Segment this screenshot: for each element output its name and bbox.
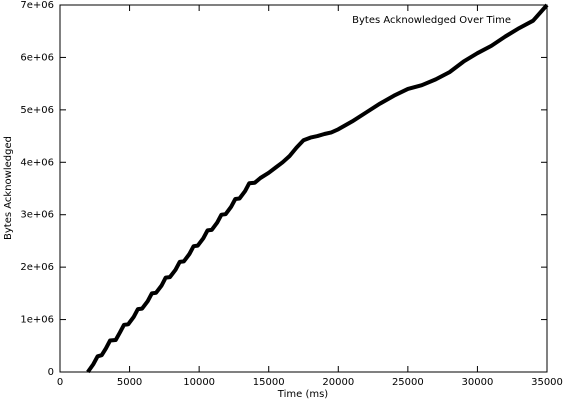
plot-frame xyxy=(59,4,548,373)
y-tick-label: 0 xyxy=(48,367,54,378)
data-line xyxy=(86,3,549,374)
y-tick-label: 1e+06 xyxy=(20,315,54,326)
legend-label: Bytes Acknowledged Over Time xyxy=(352,15,511,26)
y-tick-label: 3e+06 xyxy=(20,210,54,221)
x-tick-label: 15000 xyxy=(253,377,285,388)
y-tick-label: 2e+06 xyxy=(20,262,54,273)
x-tick-label: 0 xyxy=(57,377,63,388)
x-tick-label: 25000 xyxy=(392,377,424,388)
x-tick-label: 10000 xyxy=(183,377,215,388)
y-tick-label: 5e+06 xyxy=(20,105,54,116)
x-tick-label: 30000 xyxy=(462,377,494,388)
y-tick-label: 7e+06 xyxy=(20,0,54,11)
y-tick-label: 6e+06 xyxy=(20,52,54,63)
x-tick-label: 20000 xyxy=(322,377,354,388)
x-axis-label: Time (ms) xyxy=(277,389,329,400)
x-tick-label: 35000 xyxy=(531,377,563,388)
y-tick-label: 4e+06 xyxy=(20,157,54,168)
y-axis-label: Bytes Acknowledged xyxy=(3,136,14,240)
x-tick-label: 5000 xyxy=(117,377,142,388)
